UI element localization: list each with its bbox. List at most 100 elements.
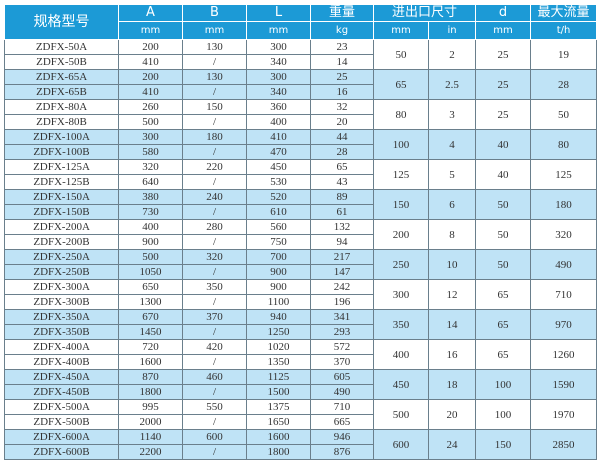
header-l: L: [246, 4, 311, 22]
cell-model: ZDFX-100B: [4, 144, 119, 160]
cell-b: 150: [182, 99, 247, 115]
cell-b: 130: [182, 39, 247, 55]
table-row: ZDFX-250B 1050/900 147: [4, 264, 597, 280]
cell-b: /: [182, 294, 247, 310]
cell-model: ZDFX-200B: [4, 234, 119, 250]
cell-port-in: 24: [427, 429, 477, 460]
cell-b: 180: [182, 129, 247, 145]
cell-model: ZDFX-50B: [4, 54, 119, 70]
cell-weight: 16: [310, 84, 374, 100]
cell-weight: 25: [310, 69, 374, 85]
cell-a: 410: [118, 54, 183, 70]
cell-l: 340: [246, 84, 311, 100]
cell-port-mm: 80: [373, 99, 429, 130]
cell-a: 300: [118, 129, 183, 145]
table-body: ZDFX-50A 200 130 300 23 50 2 25 19 ZDFX-50B 410/34…: [4, 39, 598, 460]
cell-l: 750: [246, 234, 311, 250]
cell-b: 550: [182, 399, 247, 415]
cell-l: 1800: [246, 444, 311, 460]
cell-port-in: 2.5: [427, 69, 477, 100]
table-row: ZDFX-100B 580/470 28: [4, 144, 597, 160]
cell-b: 220: [182, 159, 247, 175]
cell-l: 610: [246, 204, 311, 220]
cell-weight: 341: [310, 309, 374, 325]
table-row: ZDFX-200A 400 280 560 132 200 8 50 320: [4, 219, 598, 250]
cell-l: 700: [246, 249, 311, 265]
cell-b: /: [182, 174, 247, 190]
cell-b: /: [182, 234, 247, 250]
cell-weight: 665: [310, 414, 374, 430]
table-row: ZDFX-150A 380 240 520 89 150 6 50 180: [4, 189, 598, 220]
cell-port-in: 5: [427, 159, 477, 190]
cell-l: 300: [246, 39, 311, 55]
cell-l: 450: [246, 159, 311, 175]
cell-l: 560: [246, 219, 311, 235]
cell-b: /: [182, 114, 247, 130]
cell-model: ZDFX-50A: [4, 39, 119, 55]
cell-model: ZDFX-200A: [4, 219, 119, 235]
header-weight: 重量: [310, 4, 374, 22]
cell-a: 870: [118, 369, 183, 385]
table-row: ZDFX-250A 500 320 700 217 250 10 50 490: [4, 249, 598, 280]
cell-model: ZDFX-250A: [4, 249, 119, 265]
cell-b: 130: [182, 69, 247, 85]
cell-port-in: 4: [427, 129, 477, 160]
cell-weight: 65: [310, 159, 374, 175]
table-row: ZDFX-65B 410/340 16: [4, 84, 597, 100]
cell-b: /: [182, 204, 247, 220]
cell-weight: 61: [310, 204, 374, 220]
cell-l: 400: [246, 114, 311, 130]
cell-port-mm: 450: [373, 369, 429, 400]
cell-weight: 370: [310, 354, 374, 370]
cell-b: 280: [182, 219, 247, 235]
cell-a: 995: [118, 399, 183, 415]
cell-flow: 28: [530, 69, 598, 100]
cell-weight: 876: [310, 444, 374, 460]
cell-model: ZDFX-80B: [4, 114, 119, 130]
table-row: ZDFX-500A 995 550 1375 710 500 20 100 1970: [4, 399, 598, 430]
header-d-unit: mm: [475, 21, 532, 40]
header-model: 规格型号: [4, 4, 119, 40]
cell-b: /: [182, 144, 247, 160]
cell-a: 200: [118, 39, 183, 55]
cell-b: 320: [182, 249, 247, 265]
table-row: ZDFX-450B 1800/1500 490: [4, 384, 597, 400]
header-flow: 最大流量: [530, 4, 598, 22]
cell-weight: 44: [310, 129, 374, 145]
cell-flow: 50: [530, 99, 598, 130]
cell-l: 410: [246, 129, 311, 145]
cell-model: ZDFX-65B: [4, 84, 119, 100]
table-row: ZDFX-350A 670 370 940 341 350 14 65 970: [4, 309, 598, 340]
header-port-in: in: [427, 21, 477, 40]
cell-port-mm: 65: [373, 69, 429, 100]
cell-model: ZDFX-150A: [4, 189, 119, 205]
cell-port-mm: 400: [373, 339, 429, 370]
cell-flow: 80: [530, 129, 598, 160]
cell-model: ZDFX-450A: [4, 369, 119, 385]
cell-port-mm: 500: [373, 399, 429, 430]
cell-d: 50: [475, 219, 532, 250]
cell-l: 1375: [246, 399, 311, 415]
cell-model: ZDFX-300B: [4, 294, 119, 310]
cell-weight: 147: [310, 264, 374, 280]
cell-port-mm: 300: [373, 279, 429, 310]
cell-port-in: 3: [427, 99, 477, 130]
cell-flow: 710: [530, 279, 598, 310]
cell-d: 150: [475, 429, 532, 460]
header-a: A: [118, 4, 183, 22]
cell-weight: 32: [310, 99, 374, 115]
cell-a: 730: [118, 204, 183, 220]
cell-model: ZDFX-65A: [4, 69, 119, 85]
cell-b: 420: [182, 339, 247, 355]
cell-port-mm: 125: [373, 159, 429, 190]
cell-weight: 217: [310, 249, 374, 265]
table-row: ZDFX-200B 900/750 94: [4, 234, 597, 250]
cell-weight: 710: [310, 399, 374, 415]
cell-model: ZDFX-125B: [4, 174, 119, 190]
cell-port-in: 20: [427, 399, 477, 430]
cell-flow: 2850: [530, 429, 598, 460]
cell-b: /: [182, 444, 247, 460]
cell-d: 100: [475, 369, 532, 400]
cell-a: 580: [118, 144, 183, 160]
cell-d: 65: [475, 309, 532, 340]
